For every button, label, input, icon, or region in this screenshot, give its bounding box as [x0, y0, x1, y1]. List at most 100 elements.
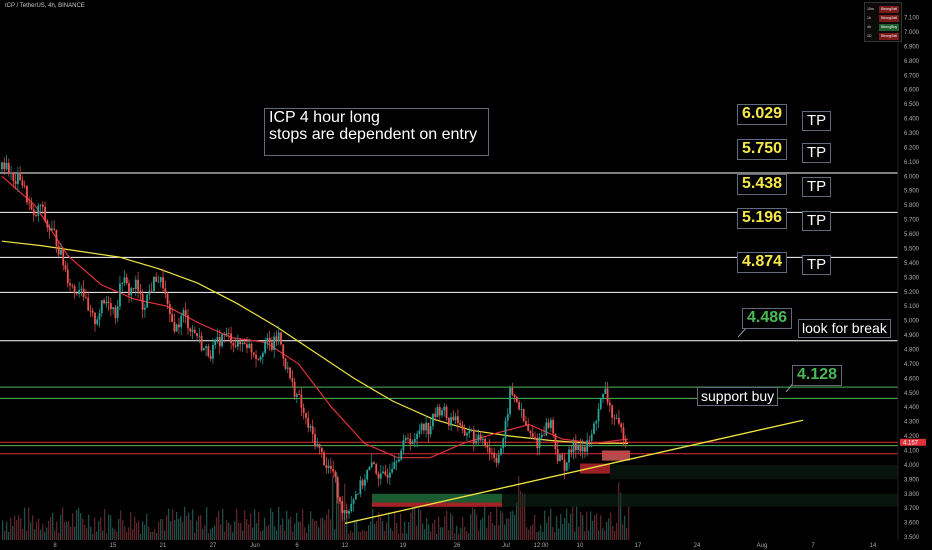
tp-value-2[interactable]: 5.750: [737, 139, 788, 160]
candle-body: [538, 437, 541, 449]
break-level-value[interactable]: 4.486: [742, 308, 793, 329]
tp-label-3[interactable]: TP: [802, 177, 832, 197]
volume-bar: [536, 532, 538, 540]
candle-body: [382, 471, 384, 474]
x-tick-label: 27: [210, 543, 217, 549]
candle-body: [327, 465, 330, 468]
candle-body: [602, 393, 604, 399]
candle-body: [148, 290, 151, 295]
volume-bar: [566, 508, 568, 540]
current-price-tag: [900, 438, 926, 446]
candle-body: [525, 421, 527, 426]
volume-bar: [450, 513, 452, 540]
title-note[interactable]: ICP 4 hour long stops are dependent on e…: [264, 108, 489, 156]
volume-bar: [58, 532, 60, 540]
break-note[interactable]: look for break: [798, 319, 891, 338]
candle-body: [50, 228, 53, 231]
volume-bar: [300, 521, 302, 540]
candle-body: [357, 493, 359, 495]
candle-body: [411, 441, 414, 445]
candle-body: [484, 438, 487, 446]
candle-body: [618, 417, 620, 424]
volume-bar: [150, 531, 152, 540]
candle-body: [384, 471, 387, 475]
volume-bar: [280, 524, 282, 540]
volume-bar: [602, 528, 604, 540]
candle-body: [445, 406, 448, 418]
volume-bar: [166, 515, 168, 540]
y-tick-label: 5.700: [904, 218, 920, 224]
candle-body: [284, 358, 287, 369]
trendline[interactable]: [344, 419, 804, 525]
volume-bar: [388, 512, 390, 540]
candle-body: [98, 313, 101, 320]
volume-bar: [110, 515, 112, 540]
candle-body: [581, 446, 584, 452]
tp-label-1[interactable]: TP: [802, 111, 832, 131]
candle-body: [320, 447, 323, 453]
candle-body: [314, 434, 316, 447]
candle-body: [295, 394, 298, 397]
candle-body: [80, 288, 83, 290]
volume-bar: [556, 516, 558, 540]
x-tick-label: 15: [110, 543, 117, 549]
candle-body: [96, 319, 99, 325]
legend-row: 15m StrongSell: [867, 6, 901, 13]
support-level-value[interactable]: 4.128: [792, 365, 843, 386]
candle-body: [361, 480, 364, 486]
tp-value-1[interactable]: 6.029: [737, 104, 788, 125]
candle-body: [595, 421, 598, 424]
tp-label-2[interactable]: TP: [802, 143, 832, 163]
volume-bar: [70, 526, 72, 540]
volume-bar: [256, 523, 258, 540]
y-tick-label: 4.700: [904, 362, 920, 368]
candle-body: [112, 307, 115, 310]
candle-body: [529, 430, 532, 434]
candle-body: [336, 477, 339, 498]
tp-value-3[interactable]: 5.438: [737, 174, 788, 195]
candle-body: [271, 342, 273, 350]
tp-label-5[interactable]: TP: [802, 255, 832, 275]
volume-bar: [194, 532, 196, 540]
candle-body: [114, 307, 117, 319]
volume-bar: [594, 515, 596, 540]
candle-body: [37, 205, 40, 216]
y-tick-label: 5.000: [904, 319, 920, 325]
support-note[interactable]: support buy: [697, 387, 779, 406]
tp-value-5[interactable]: 4.874: [737, 252, 788, 273]
volume-bar: [376, 520, 378, 540]
y-axis[interactable]: 7.100 7.000 6.900 6.800 6.700 6.600 6.500 6.400…: [897, 0, 932, 550]
projected-zone: [502, 493, 898, 507]
volume-bar: [244, 510, 246, 540]
y-tick-label: 4.800: [904, 347, 920, 353]
volume-bar: [532, 524, 534, 540]
candle-body: [477, 434, 480, 441]
y-tick-label: 4.100: [904, 449, 920, 455]
x-axis[interactable]: 8 15 21 27 Jun 6 12 19 26 Jul 12:00 10 17 24 Aug 7 14: [53, 543, 877, 549]
candle-body: [175, 324, 178, 332]
candle-body: [189, 328, 192, 332]
candle-body: [44, 206, 46, 221]
volume-bar: [412, 506, 414, 540]
volume-bar: [12, 526, 14, 540]
volume-bar: [620, 492, 622, 540]
volume-bar: [474, 509, 476, 540]
volume-bar: [368, 525, 370, 540]
tp-label-4[interactable]: TP: [802, 211, 832, 231]
y-tick-label: 6.500: [904, 102, 920, 108]
volume-bar: [628, 506, 630, 540]
candle-body: [527, 425, 530, 431]
candle-body: [62, 249, 65, 266]
y-tick-label: 3.500: [904, 535, 920, 541]
volume-bar: [440, 527, 442, 540]
volume-bar: [10, 517, 12, 540]
volume-bar: [46, 527, 48, 540]
tp-value-4[interactable]: 5.196: [737, 208, 788, 229]
candle-body: [202, 348, 205, 351]
volume-bar: [272, 511, 274, 540]
candle-body: [597, 408, 600, 422]
candle-body: [447, 417, 450, 426]
candle-body: [107, 301, 110, 304]
candle-body: [418, 430, 421, 434]
